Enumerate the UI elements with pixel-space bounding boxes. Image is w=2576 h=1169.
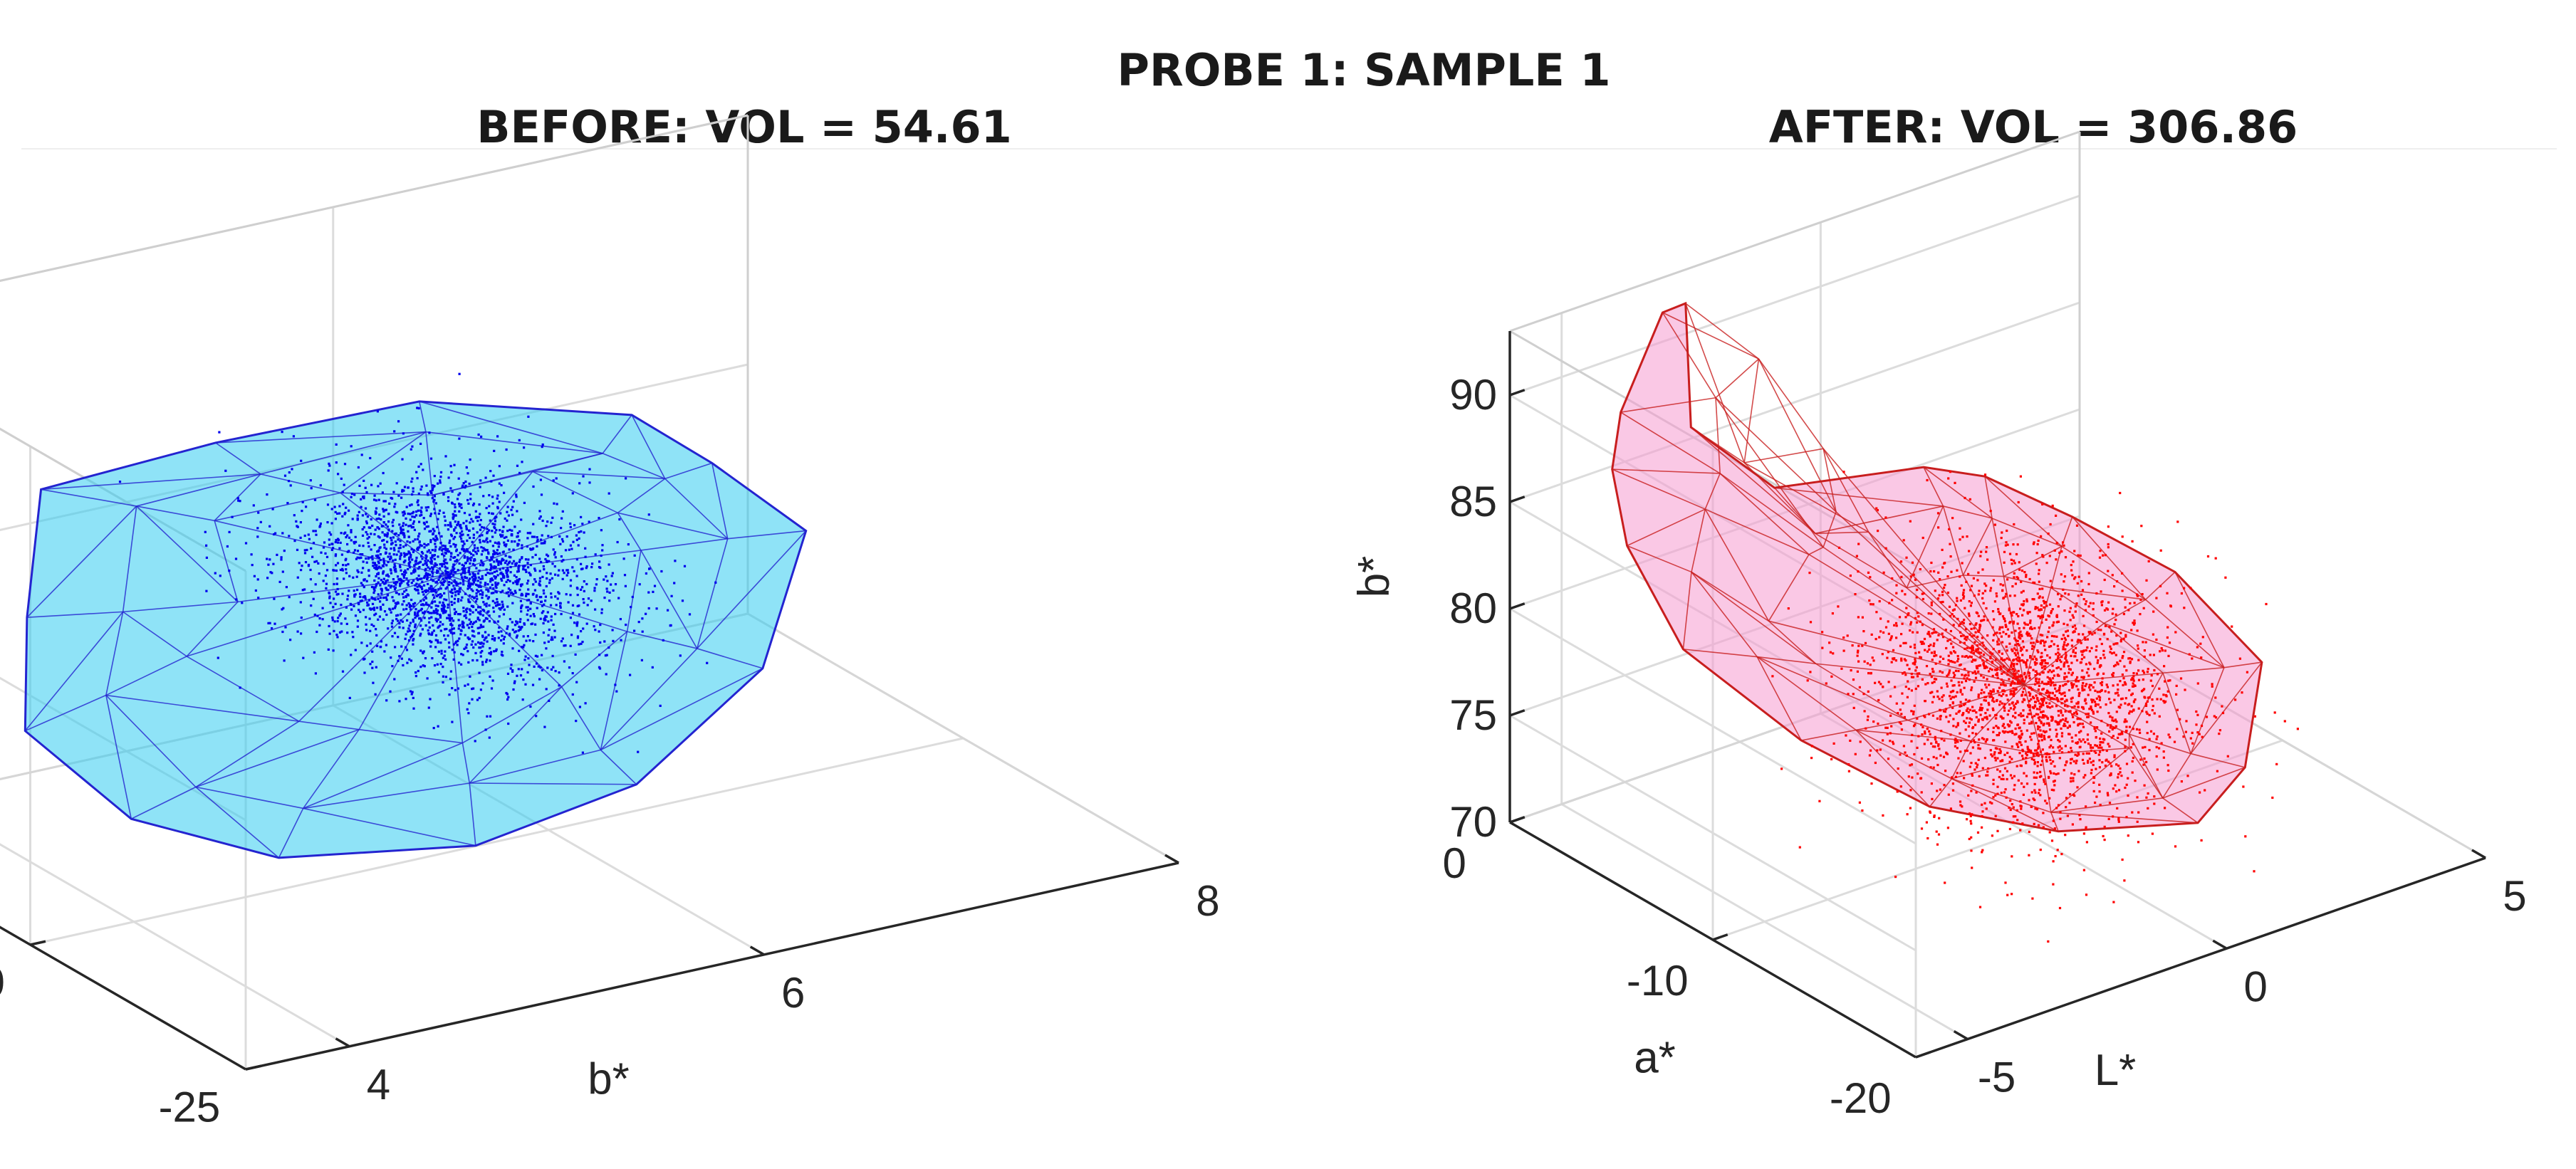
y-tick — [245, 1064, 261, 1071]
y-tick — [1915, 1051, 1931, 1059]
y-tick-label: -25 — [159, 1084, 221, 1131]
z-axis-label: b* — [1350, 556, 1399, 598]
y-tick-label: -20 — [1830, 1074, 1892, 1122]
y-tick-label: -10 — [1627, 957, 1689, 1005]
x-tick — [2471, 849, 2486, 859]
plot-before: 468-25-20606570b*a*L* — [0, 114, 1220, 1131]
z-tick-label: 90 — [1449, 371, 1497, 419]
figure-title: PROBE 1: SAMPLE 1 — [1117, 44, 1611, 96]
x-tick-label: 0 — [2244, 963, 2268, 1010]
x-tick-label: 4 — [367, 1061, 390, 1108]
y-axis-label: a* — [1634, 1034, 1676, 1083]
z-tick — [1509, 709, 1526, 717]
z-tick-label: 80 — [1449, 584, 1497, 632]
y-tick-label: -20 — [0, 959, 5, 1007]
y-tick — [30, 940, 46, 946]
z-tick-label: 85 — [1449, 478, 1497, 525]
x-axis-label: L* — [2095, 1046, 2137, 1095]
y-axis-line — [0, 926, 246, 1071]
plot-title-after: AFTER: VOL = 306.86 — [1768, 101, 2298, 153]
title-divider — [21, 148, 2557, 150]
data-points — [1771, 471, 2299, 943]
z-tick — [1509, 816, 1526, 824]
x-tick — [1953, 1030, 1968, 1041]
x-axis-line — [245, 861, 1179, 1071]
box-edge — [0, 114, 749, 282]
x-tick — [2212, 939, 2228, 950]
x-tick-label: -5 — [1978, 1054, 2016, 1101]
x-tick-label: 6 — [781, 969, 805, 1017]
y-tick — [1712, 933, 1728, 941]
box-edge — [1509, 130, 2080, 332]
data-points — [118, 372, 717, 754]
x-axis-line — [1915, 856, 2486, 1059]
z-tick-label: 70 — [1449, 798, 1497, 846]
x-tick — [335, 1037, 350, 1048]
x-tick — [1164, 854, 1179, 864]
x-axis-label: b* — [588, 1055, 630, 1104]
z-tick — [1509, 389, 1526, 397]
plot-title-before: BEFORE: VOL = 54.61 — [476, 101, 1012, 153]
z-tick — [1509, 496, 1526, 503]
hull-mesh — [1612, 303, 2263, 832]
box-edge — [747, 612, 1179, 864]
y-tick-label: 0 — [1443, 839, 1466, 887]
z-tick-label: 75 — [1449, 691, 1497, 739]
x-tick-label: 8 — [1196, 877, 1219, 925]
x-tick-label: 5 — [2503, 872, 2526, 920]
x-tick — [749, 945, 765, 956]
z-tick — [1509, 602, 1526, 610]
